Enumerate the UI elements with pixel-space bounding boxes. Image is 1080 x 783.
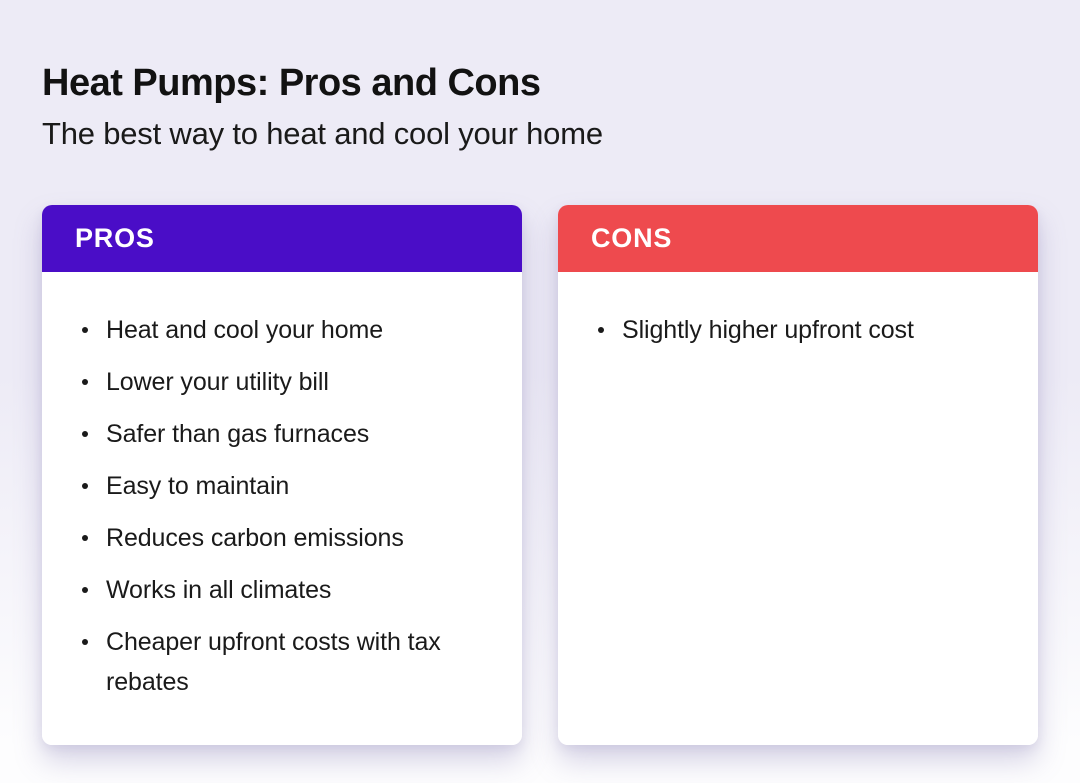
pros-card-label: PROS (75, 223, 155, 253)
list-item: Safer than gas furnaces (80, 414, 482, 454)
list-item: Lower your utility bill (80, 362, 482, 402)
list-item: Slightly higher upfront cost (596, 310, 998, 350)
cons-card-label: CONS (591, 223, 673, 253)
cons-list: Slightly higher upfront cost (558, 272, 1038, 350)
page-header: Heat Pumps: Pros and Cons The best way t… (42, 62, 1038, 152)
pros-card-header: PROS (42, 205, 522, 272)
list-item: Heat and cool your home (80, 310, 482, 350)
page-title: Heat Pumps: Pros and Cons (42, 62, 541, 104)
pros-card-body: Heat and cool your home Lower your utilit… (42, 272, 522, 745)
cons-card-body: Slightly higher upfront cost (558, 272, 1038, 745)
cons-card: CONS Slightly higher upfront cost (558, 205, 1038, 745)
list-item: Works in all climates (80, 570, 482, 610)
list-item: Easy to maintain (80, 466, 482, 506)
page-subtitle: The best way to heat and cool your home (42, 116, 603, 151)
pros-list: Heat and cool your home Lower your utilit… (42, 272, 522, 702)
list-item: Cheaper upfront costs with tax rebates (80, 622, 482, 702)
list-item: Reduces carbon emissions (80, 518, 482, 558)
cards-row: PROS Heat and cool your home Lower your u… (42, 205, 1038, 745)
pros-card: PROS Heat and cool your home Lower your u… (42, 205, 522, 745)
cons-card-header: CONS (558, 205, 1038, 272)
